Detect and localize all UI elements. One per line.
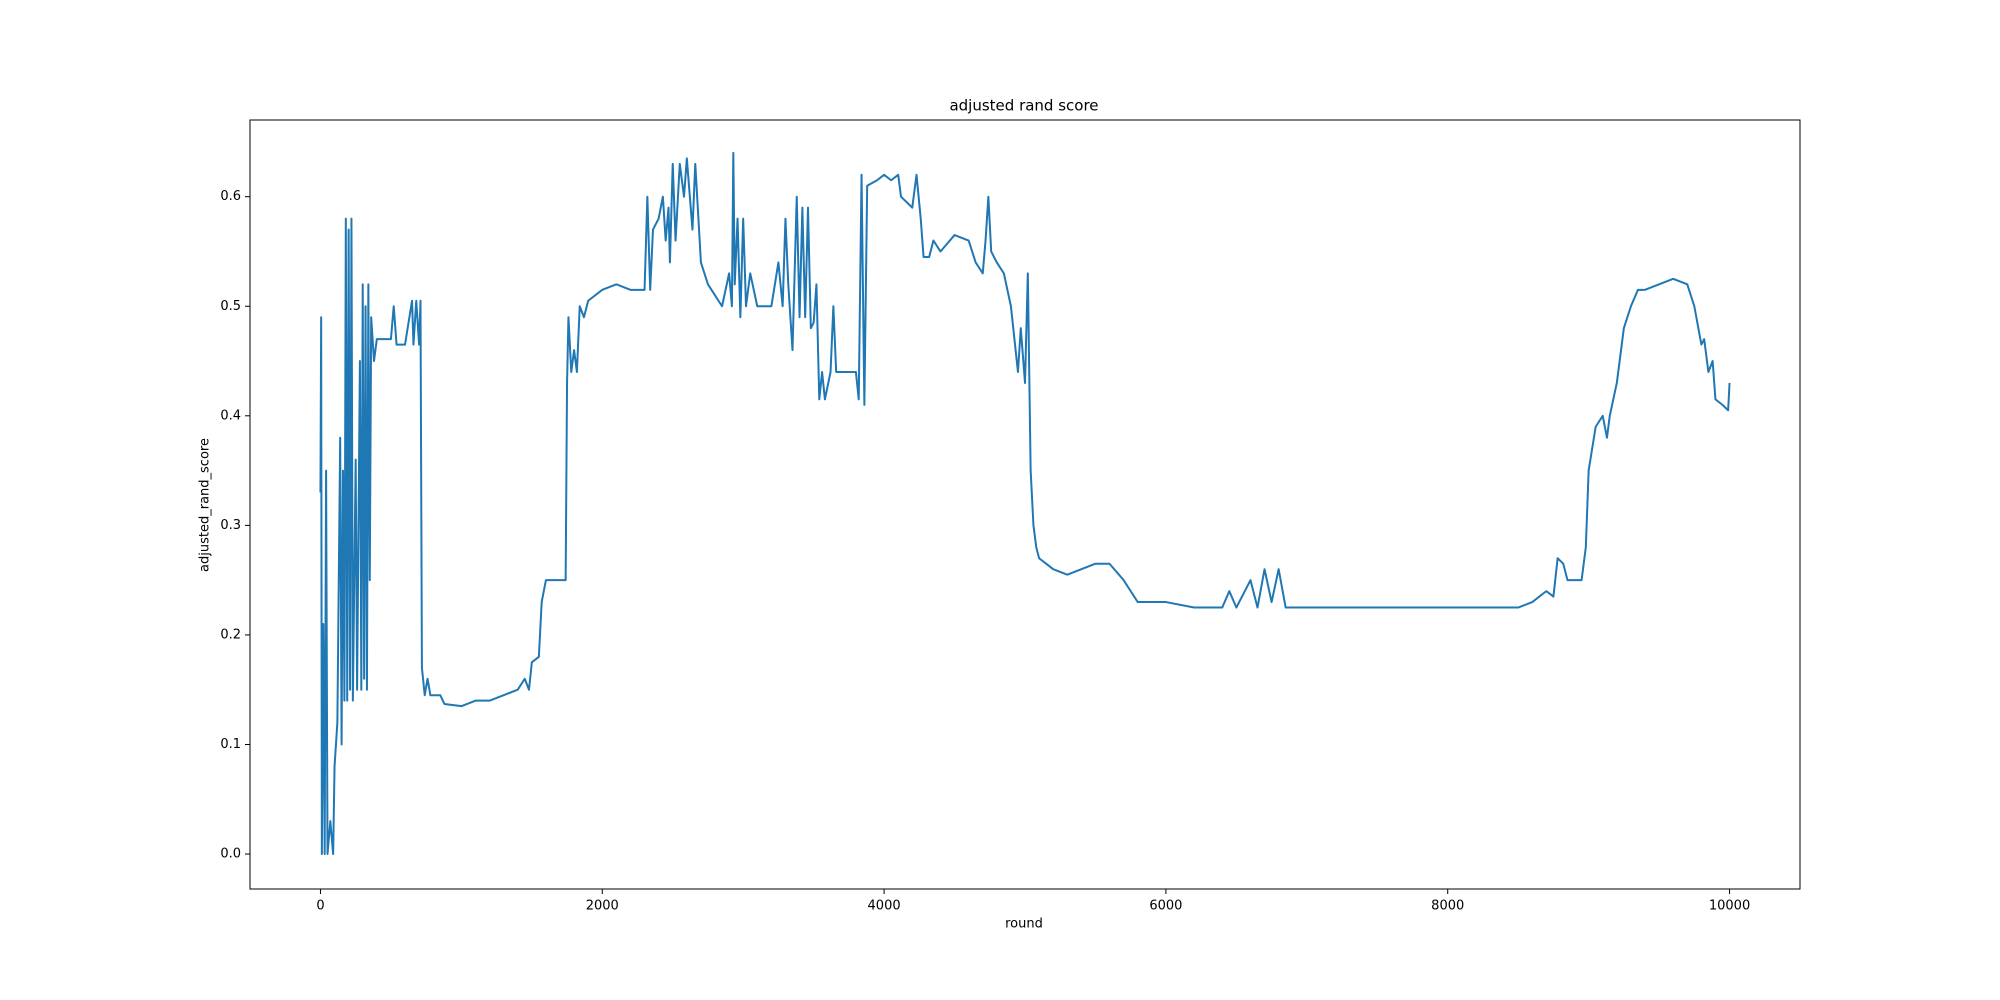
x-tick-label: 6000 <box>1149 899 1182 914</box>
y-tick-label: 0.2 <box>220 627 241 642</box>
x-tick-label: 4000 <box>868 899 901 914</box>
y-tick-label: 0.3 <box>220 518 241 533</box>
y-axis-label: adjusted_rand_score <box>198 438 213 572</box>
plot-frame <box>249 119 1801 890</box>
y-tick-label: 0.4 <box>220 408 241 423</box>
chart-title: adjusted rand score <box>949 97 1098 115</box>
data-line <box>319 151 1731 856</box>
x-tick-label: 8000 <box>1431 899 1464 914</box>
x-tick-label: 0 <box>316 899 324 914</box>
y-tick-label: 0.0 <box>220 847 241 862</box>
y-tick-label: 0.1 <box>220 737 241 752</box>
x-axis-label: round <box>1005 917 1043 932</box>
x-tick-label: 10000 <box>1709 899 1750 914</box>
y-tick-label: 0.6 <box>220 189 241 204</box>
x-tick-label: 2000 <box>586 899 619 914</box>
y-tick-label: 0.5 <box>220 299 241 314</box>
